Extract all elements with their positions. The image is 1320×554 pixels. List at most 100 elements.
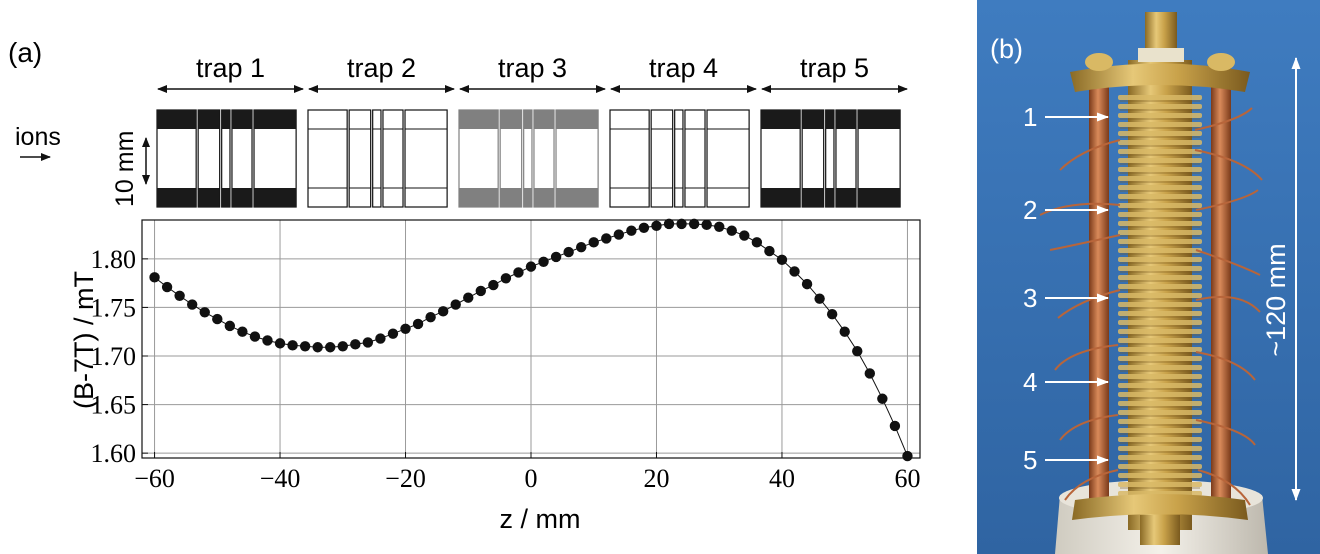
ring — [1118, 428, 1202, 433]
x-ticks: −60 −40 −20 0 20 40 60 — [134, 452, 920, 493]
data-point — [237, 326, 248, 337]
ring — [1118, 95, 1202, 100]
data-point — [814, 293, 825, 304]
electrode-5-5 — [857, 109, 901, 208]
electrode-2-4 — [382, 109, 404, 208]
electrode-3-4 — [533, 109, 555, 208]
data-point — [375, 333, 386, 344]
ring — [1118, 257, 1202, 262]
panel-b-label: (b) — [990, 34, 1023, 64]
data-point — [751, 237, 763, 248]
y-tick-label-4: 1.80 — [91, 245, 137, 274]
electrode-1-5 — [253, 109, 297, 208]
bottom-flange — [1140, 515, 1180, 545]
trap-label-2: trap 2 — [347, 53, 416, 83]
data-point — [350, 339, 361, 350]
wire — [1197, 469, 1251, 506]
x-tick-label-1: −40 — [260, 464, 301, 493]
scale-label: 10 mm — [111, 131, 139, 207]
electrode-rings — [1118, 95, 1202, 498]
photo-marks: 1 2 3 4 5 — [1023, 102, 1109, 475]
data-point — [739, 230, 750, 241]
wire — [1195, 419, 1256, 446]
trap-headers: trap 1 trap 2 trap 3 trap 4 trap 5 — [157, 53, 908, 93]
data-point — [789, 266, 800, 277]
trap-label-4: trap 4 — [649, 53, 718, 83]
ring — [1118, 194, 1202, 199]
electrode-1-4 — [231, 109, 253, 208]
wire — [1059, 139, 1121, 171]
y-tick-label-0: 1.60 — [91, 439, 137, 468]
electrode-3-5 — [555, 109, 599, 208]
data-point — [575, 242, 587, 253]
ring — [1118, 446, 1202, 451]
wire — [1054, 344, 1119, 371]
wire — [1064, 469, 1119, 501]
data-point — [186, 299, 198, 310]
data-point — [538, 256, 549, 267]
wire — [1195, 351, 1256, 381]
ring — [1118, 329, 1202, 334]
x-tick-label-0: −60 — [134, 464, 175, 493]
data-point — [362, 337, 374, 348]
data-point — [400, 323, 411, 334]
trap-photo: (b) 1 2 3 4 5 ~120 mm — [977, 0, 1320, 554]
x-tick-label-3: 0 — [525, 464, 538, 493]
photo-mark-1: 1 — [1023, 102, 1037, 132]
data-point — [864, 368, 876, 379]
photo-mark-2: 2 — [1023, 195, 1037, 225]
ring — [1118, 104, 1202, 109]
data-point — [877, 393, 888, 404]
data-point — [626, 225, 637, 236]
ring — [1118, 365, 1202, 370]
data-point — [274, 338, 286, 349]
data-point — [249, 331, 261, 342]
copper-wires — [1039, 107, 1263, 506]
data-point — [412, 318, 424, 330]
data-point — [488, 279, 499, 291]
ring — [1118, 437, 1202, 442]
photo-mark-5: 5 — [1023, 445, 1037, 475]
data-point — [726, 225, 737, 236]
ring — [1118, 482, 1202, 487]
wire — [1039, 202, 1121, 216]
wire — [1195, 249, 1261, 276]
field-chart: −60 −40 −20 0 20 40 60 1.60 1.65 1.70 1.75 1.80 z … — [69, 218, 921, 534]
ring — [1118, 275, 1202, 280]
ring — [1118, 464, 1202, 469]
ring — [1118, 455, 1202, 460]
top-insulator — [1138, 48, 1184, 62]
data-point — [500, 273, 512, 284]
wire — [1059, 414, 1119, 441]
data-point — [337, 341, 348, 352]
x-axis-label: z / mm — [500, 504, 581, 534]
ring — [1118, 473, 1202, 478]
top-plate — [1070, 63, 1250, 92]
trap-label-3: trap 3 — [498, 53, 567, 83]
data-point — [387, 328, 399, 339]
trap-label-1: trap 1 — [196, 53, 265, 83]
y-tick-label-3: 1.75 — [91, 293, 137, 322]
data-point — [588, 237, 599, 248]
electrode-4-3 — [674, 109, 684, 208]
electrode-2-5 — [404, 109, 448, 208]
ring — [1118, 176, 1202, 181]
ring — [1118, 140, 1202, 145]
electrode-5-1 — [760, 109, 801, 208]
data-point — [224, 320, 236, 332]
length-label: ~120 mm — [1261, 243, 1291, 356]
data-point — [563, 246, 574, 258]
ring — [1118, 131, 1202, 136]
x-tick-label-5: 40 — [769, 464, 795, 493]
ring — [1118, 302, 1202, 307]
ring — [1118, 185, 1202, 190]
right-bolt — [1207, 53, 1235, 71]
data-point — [688, 218, 700, 230]
electrode-4-2 — [650, 109, 674, 208]
trap-label-5: trap 5 — [800, 53, 869, 83]
data-point — [475, 285, 487, 297]
wire — [1195, 295, 1261, 313]
data-point — [161, 281, 173, 293]
wire — [1057, 289, 1121, 319]
